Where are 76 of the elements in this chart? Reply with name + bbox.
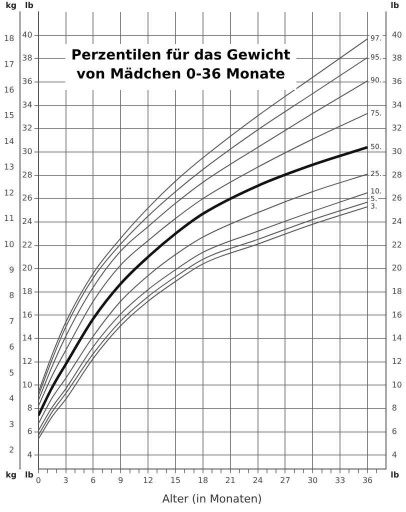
y-tick-label: 6: [27, 426, 32, 436]
y2-tick-label: 28: [392, 170, 402, 180]
x-tick-label: 15: [170, 476, 181, 486]
y2-tick-label: 24: [392, 217, 402, 226]
y3-tick-label: 15: [4, 111, 14, 120]
y-tick-label: 22: [22, 240, 32, 250]
y2-tick-label: 36: [392, 77, 402, 86]
y-tick-label: 28: [22, 170, 32, 180]
x-tick-label: 6: [90, 476, 96, 486]
y-tick-label: 16: [22, 310, 32, 320]
y3-tick-label: 11: [4, 214, 14, 224]
y2-tick-label: 20: [392, 264, 402, 273]
x-tick-label: 0: [36, 476, 41, 486]
y-tick-label: 26: [22, 194, 32, 203]
y3-tick-label: 8: [9, 291, 14, 300]
y3-tick-label: 12: [4, 188, 14, 198]
y2-tick-label: 14: [392, 334, 402, 343]
y3-tick-label: 18: [4, 34, 14, 44]
text: lb: [390, 1, 400, 10]
x-tick-label: 36: [362, 476, 373, 486]
y-tick-label: 4: [27, 450, 32, 460]
y2-tick-label: 16: [392, 310, 402, 320]
y3-tick-label: 2: [9, 446, 14, 455]
x-tick-label: 9: [118, 476, 124, 486]
y2-axis-title: lb: [390, 470, 400, 480]
y3-tick-label: 16: [4, 86, 14, 95]
y3-tick-label: 9: [9, 266, 14, 275]
y2-tick-label: 38: [392, 54, 402, 63]
y-tick-label: 10: [22, 380, 32, 390]
y-axis-title: lb: [25, 470, 34, 480]
y3-tick-label: 7: [9, 316, 14, 326]
y2-tick-label: 12: [392, 356, 402, 366]
y-tick-label: 24: [22, 217, 32, 226]
y-tick-label: 20: [22, 264, 32, 273]
y3-tick-label: 13: [4, 162, 14, 172]
y-tick-label: 38: [22, 54, 32, 63]
y3-axis-title: kg: [6, 470, 17, 480]
y2-tick-label: 40: [392, 30, 402, 40]
y-tick-label: 8: [27, 404, 32, 413]
text: lb: [25, 1, 34, 10]
y-tick-label: 30: [22, 147, 32, 156]
y2-tick-label: 34: [392, 100, 402, 110]
text: kg: [6, 1, 17, 10]
y2-tick-label: 4: [392, 450, 397, 460]
y-tick-label: 40: [22, 30, 32, 40]
y3-tick-label: 10: [4, 240, 14, 249]
y2-tick-label: 26: [392, 194, 402, 203]
y2-tick-label: 22: [392, 240, 402, 250]
y-tick-label: 14: [22, 334, 32, 343]
x-tick-label: 30: [308, 476, 318, 486]
x-tick-label: 3: [63, 476, 68, 486]
y2-tick-label: 10: [392, 380, 402, 390]
y3-tick-label: 17: [4, 60, 14, 69]
x-tick-label: 12: [142, 476, 154, 486]
x-axis-title: Alter (in Monaten): [162, 492, 262, 506]
y-tick-label: 32: [22, 124, 32, 133]
y2-tick-label: 30: [392, 147, 402, 156]
y-tick-label: 36: [22, 77, 32, 86]
y3-tick-label: 6: [9, 342, 14, 352]
y3-tick-label: 5: [9, 368, 14, 378]
y3-tick-label: 3: [9, 420, 14, 429]
y2-tick-label: 32: [392, 124, 402, 133]
x-tick-label: 27: [280, 476, 290, 486]
y-tick-label: 12: [22, 356, 32, 366]
y2-tick-label: 18: [392, 286, 402, 296]
x-tick-label: 33: [335, 476, 346, 486]
x-tick-label: 21: [225, 476, 236, 486]
text: Perzentilen für das Gewicht von Mädchen 0-36 Monate: [71, 48, 291, 83]
y-tick-label: 18: [22, 286, 32, 296]
y-tick-label: 34: [22, 100, 32, 110]
x-tick-label: 18: [198, 476, 208, 486]
y2-tick-label: 8: [392, 404, 397, 413]
x-tick-label: 24: [252, 476, 263, 486]
y3-tick-label: 14: [4, 136, 14, 146]
y2-tick-label: 6: [392, 426, 397, 436]
y3-tick-label: 4: [9, 394, 14, 404]
